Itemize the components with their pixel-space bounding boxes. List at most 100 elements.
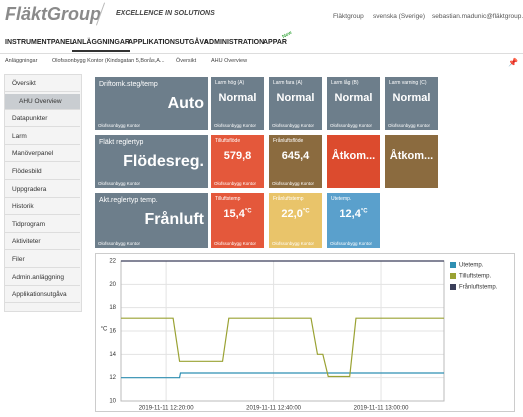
- tile[interactable]: Frånluftstemp 22,0°C Olofssonbygg Kontor: [269, 193, 322, 248]
- tile-label: Akt.reglertyp temp.: [99, 197, 158, 204]
- tile[interactable]: Akt.reglertyp temp. Frånluft Olofssonbygg …: [95, 193, 208, 248]
- legend-label: Tilluftstemp.: [459, 274, 491, 280]
- tile-label: Tilluftstemp: [215, 196, 241, 202]
- series-line: [121, 372, 444, 379]
- tile[interactable]: Larm hög (A) Normal Olofssonbygg Kontor: [211, 77, 264, 130]
- tile[interactable]: Tilluftsflöde 579,8 Olofssonbygg Kontor: [211, 135, 264, 188]
- legend-label: Utetemp.: [459, 263, 484, 269]
- tile-site: Olofssonbygg Kontor: [330, 241, 373, 246]
- tile[interactable]: Frånluftsflöde 645,4 Olofssonbygg Kontor: [269, 135, 322, 188]
- tile-unit: °C: [244, 208, 252, 215]
- tile-site: Olofssonbygg Kontor: [214, 123, 257, 128]
- tile[interactable]: Larm låg (B) Normal Olofssonbygg Kontor: [327, 77, 380, 130]
- tile-site: Olofssonbygg Kontor: [98, 123, 141, 128]
- sidebar-item[interactable]: Admin.anläggning: [5, 270, 80, 286]
- tile-site: Olofssonbygg Kontor: [214, 241, 257, 246]
- y-tick-label: 22: [109, 259, 116, 265]
- y-tick-label: 14: [109, 352, 116, 358]
- tile-value: Åtkom...: [389, 150, 434, 162]
- tile-site: Olofssonbygg Kontor: [272, 123, 315, 128]
- nav-item[interactable]: APPLIKATIONSUTGÅVA: [128, 39, 209, 46]
- tile-label: Fläkt reglertyp: [99, 139, 144, 146]
- tile-value: Normal: [392, 92, 431, 104]
- x-tick-label: 2019-11-11 12:40:00: [246, 406, 301, 412]
- tile-site: Olofssonbygg Kontor: [272, 181, 315, 186]
- tile-value: 12,4°C: [339, 208, 368, 220]
- tile[interactable]: Driftomk.steg/temp Auto Olofssonbygg Konto…: [95, 77, 208, 130]
- tile-value: 579,8: [223, 150, 252, 162]
- sidebar-item[interactable]: Manöverpanel: [5, 146, 80, 163]
- tile-value: Frånluft: [144, 211, 204, 228]
- tile-unit: °C: [302, 208, 310, 215]
- sidebar-item[interactable]: Aktiviteter: [5, 234, 80, 251]
- tile[interactable]: Tilluftstemp 15,4°C Olofssonbygg Kontor: [211, 193, 264, 248]
- breadcrumb-item[interactable]: Olofssonbygg Kontor (Kindsgatan 5,Borås,…: [52, 58, 165, 64]
- tile-label: Larm hög (A): [215, 80, 245, 86]
- header-bg: [0, 0, 523, 54]
- tile[interactable]: Utetemp. 12,4°C Olofssonbygg Kontor: [327, 193, 380, 248]
- sidebar-item[interactable]: Översikt: [5, 76, 80, 92]
- sidebar-item[interactable]: Datapunkter: [5, 111, 80, 128]
- breadcrumb-item: AHU Overview: [211, 58, 248, 64]
- tile-site: Olofssonbygg Kontor: [98, 181, 141, 186]
- nav-item[interactable]: ANLÄGGNINGAR: [72, 39, 130, 52]
- sidebar-item[interactable]: Tidprogram: [5, 217, 80, 233]
- tile-label: Frånluftstemp: [273, 196, 304, 202]
- sidebar-item[interactable]: Uppgradera: [5, 182, 80, 198]
- chart: 10 12 14 16 18 20 22 2019-11-11 12:20:00 2019-11…: [101, 259, 498, 412]
- tile-site: Olofssonbygg Kontor: [272, 241, 315, 246]
- breadcrumb-item[interactable]: Översikt: [176, 58, 197, 64]
- tile-unit: °C: [360, 208, 368, 215]
- tile-site: Olofssonbygg Kontor: [98, 241, 141, 246]
- tile-value: 15,4°C: [223, 208, 252, 220]
- y-tick-label: 12: [109, 375, 116, 381]
- tile-site: Olofssonbygg Kontor: [388, 123, 431, 128]
- tile-value: 645,4: [281, 150, 310, 162]
- breadcrumb-item[interactable]: Anläggningar: [5, 58, 38, 64]
- tile[interactable]: Larm varning (C) Normal Olofssonbygg Konto…: [385, 77, 438, 130]
- legend-swatch: [450, 262, 456, 268]
- y-tick-label: 10: [109, 399, 116, 405]
- logo[interactable]: FläktGroup: [5, 4, 102, 24]
- nav-item[interactable]: ADMINISTRATION: [204, 39, 265, 46]
- header-link[interactable]: Fläktgroup: [333, 13, 364, 20]
- tile-value: 22,0°C: [281, 208, 310, 220]
- y-tick-label: 16: [109, 329, 116, 335]
- tagline: EXCELLENCE IN SOLUTIONS: [116, 10, 215, 17]
- y-tick-label: 18: [109, 305, 116, 311]
- header-link[interactable]: svenska (Sverige): [373, 13, 426, 20]
- tile-site: Olofssonbygg Kontor: [214, 181, 257, 186]
- tile-value: Normal: [276, 92, 315, 104]
- sidebar-item[interactable]: Historik: [5, 199, 80, 216]
- sidebar: [4, 74, 82, 312]
- tile-label: Utetemp.: [331, 196, 352, 202]
- header-link[interactable]: sebastian.madunic@fläktgroup.co...: [432, 13, 523, 20]
- tile-label: Larm låg (B): [331, 80, 359, 86]
- tile[interactable]: Larm fara (A) Normal Olofssonbygg Kontor: [269, 77, 322, 130]
- x-tick-label: 2019-11-11 12:20:00: [139, 406, 194, 412]
- chart-panel: 10 12 14 16 18 20 22 2019-11-11 12:20:00 2019-11…: [95, 253, 515, 412]
- tile-value: Normal: [218, 92, 257, 104]
- y-tick-label: 20: [109, 282, 116, 288]
- tile-label: Frånluftsflöde: [273, 138, 304, 144]
- sidebar-item[interactable]: Flödesbild: [5, 164, 80, 180]
- pin-icon: 📌: [508, 58, 518, 67]
- nav-item[interactable]: APPAR: [263, 39, 287, 46]
- series-line: [121, 317, 444, 378]
- nav-item[interactable]: INSTRUMENTPANEL: [5, 39, 75, 46]
- sidebar-item[interactable]: Applikationsutgåva: [5, 287, 80, 304]
- tile-value: Flödesreg.: [123, 153, 204, 170]
- sidebar-item[interactable]: Filer: [5, 252, 80, 268]
- tile-label: Driftomk.steg/temp: [99, 81, 158, 88]
- sidebar-item[interactable]: Larm: [5, 129, 80, 145]
- tile-label: Larm varning (C): [389, 80, 427, 86]
- tile[interactable]: Åtkom...: [327, 135, 380, 188]
- legend-swatch: [450, 273, 456, 279]
- tile-value: Åtkom...: [331, 150, 376, 162]
- tile[interactable]: Åtkom...: [385, 135, 438, 188]
- tile[interactable]: Fläkt reglertyp Flödesreg. Olofssonbygg Ko…: [95, 135, 208, 188]
- tile-label: Tilluftsflöde: [215, 138, 241, 144]
- sidebar-item[interactable]: AHU Overview: [5, 93, 80, 110]
- x-tick-label: 2019-11-11 13:00:00: [354, 406, 409, 412]
